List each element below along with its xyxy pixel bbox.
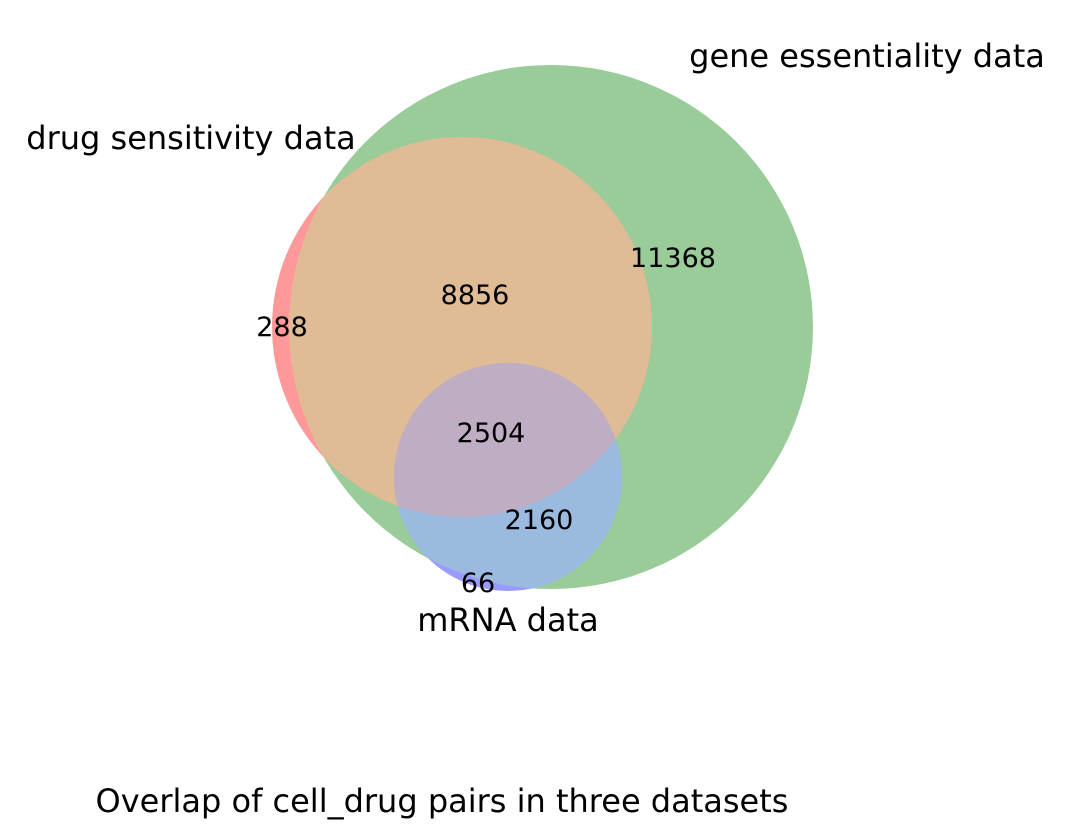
count-gene-and-mrna: 2160: [505, 505, 574, 536]
chart-title: Overlap of cell_drug pairs in three data…: [96, 782, 789, 820]
count-all-three: 2504: [457, 418, 526, 449]
set-label-drug-sensitivity: drug sensitivity data: [26, 119, 355, 157]
count-drug-sensitivity-only: 288: [256, 312, 308, 343]
set-label-mrna: mRNA data: [417, 601, 598, 639]
region-all-three: [394, 363, 622, 517]
set-label-gene-essentiality: gene essentiality data: [689, 37, 1045, 75]
count-mrna-only: 66: [461, 568, 495, 599]
count-gene-essentiality-only: 11368: [630, 243, 716, 274]
count-drug-and-gene: 8856: [441, 280, 510, 311]
